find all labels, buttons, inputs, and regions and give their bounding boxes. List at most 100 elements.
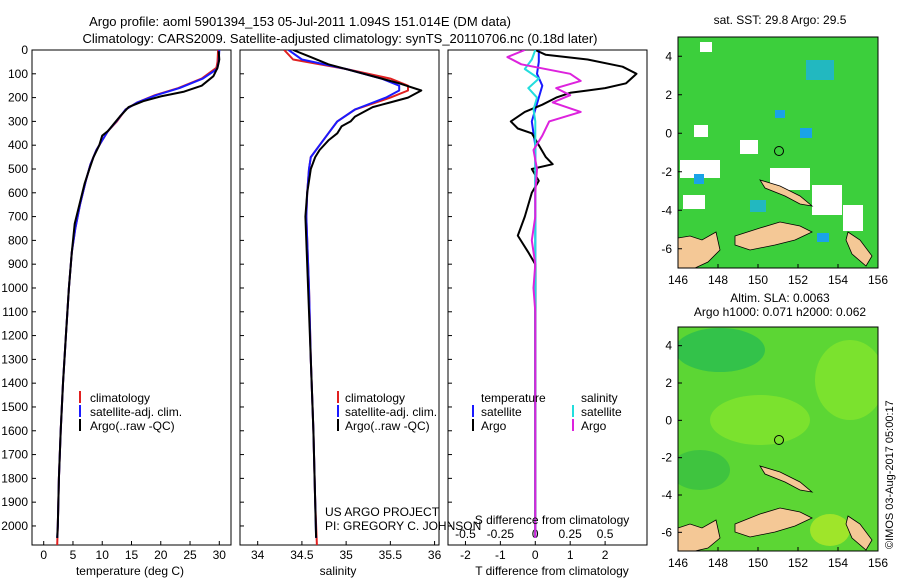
depth-tick-label: 1300: [1, 352, 28, 366]
temperature-lines: [56, 50, 221, 545]
lon-tick-label: 152: [788, 273, 808, 287]
new-britain-land: [734, 221, 813, 251]
depth-tick-label: 700: [8, 210, 28, 224]
bougainville-land: [845, 515, 873, 551]
legend-sal-argo-label: Argo: [581, 419, 607, 433]
depth-tick-label: 1400: [1, 376, 28, 390]
lon-tick-label: 152: [788, 556, 808, 570]
lon-tick-label: 156: [868, 556, 888, 570]
x-tick-label: -1: [495, 548, 506, 562]
argo-float-marker: [774, 435, 784, 445]
sst-no-data-patch: [694, 125, 708, 137]
lon-tick-label: 150: [748, 556, 768, 570]
lat-tick-label: -2: [661, 165, 672, 179]
lat-tick-label: -6: [661, 525, 672, 539]
legend-argo-label: Argo(..raw -QC): [90, 419, 175, 433]
depth-tick-label: 600: [8, 186, 28, 200]
sla-low-patch: [678, 328, 765, 372]
sst-map-frame: [677, 36, 879, 269]
depth-tick-label: 1200: [1, 329, 28, 343]
lat-tick-label: -4: [661, 488, 672, 502]
depth-axis: 0 100 200 300 400 500 600 700 800 900 1000 1100 1200…: [1, 43, 452, 533]
depth-tick-label: 100: [8, 67, 28, 81]
x-tick-label: 20: [154, 548, 168, 562]
sst-warm-patch: [694, 174, 704, 184]
lat-tick-label: 2: [665, 376, 672, 390]
s-diff-tick-label: 0.5: [597, 527, 614, 541]
new-ireland-land: [759, 465, 814, 493]
series-line-temperature-argo: [509, 50, 638, 538]
depth-tick-label: 300: [8, 114, 28, 128]
sst-cool-patch: [750, 200, 766, 212]
depth-tick-label: 400: [8, 138, 28, 152]
x-tick-label: 35: [339, 548, 353, 562]
sst-no-data-patch: [683, 195, 705, 209]
depth-tick-label: 1000: [1, 281, 28, 295]
sst-warm-patch: [817, 233, 829, 242]
x-tick-label: 1: [567, 548, 574, 562]
lat-tick-label: 0: [665, 413, 672, 427]
legend-temp-satellite-label: satellite: [481, 405, 522, 419]
legend-salinity-title: salinity: [581, 391, 618, 405]
x-tick-label: 2: [602, 548, 609, 562]
sst-cool-patch: [806, 60, 834, 80]
lon-tick-label: 146: [668, 273, 688, 287]
argo-float-marker: [774, 146, 784, 156]
sst-warm-patch: [800, 128, 812, 138]
sst-map-axes: 4 2 0 -2 -4 -6 146 148 150 152 154 156: [661, 49, 888, 287]
x-tick-label: 25: [183, 548, 197, 562]
depth-tick-label: 900: [8, 257, 28, 271]
sst-no-data-patch: [770, 168, 810, 190]
sla-map: [678, 327, 878, 551]
legend-temperature-title: temperature: [481, 391, 546, 405]
legend-climatology-label: climatology: [90, 391, 150, 405]
difference-x-axis: -2 -1 0 1 2-0.5 -0.25 0 0.25 0.5: [455, 527, 614, 562]
legend-satellite-label: satellite-adj. clim.: [90, 405, 182, 419]
sst-map: [678, 37, 878, 268]
new-guinea-land: [678, 519, 721, 551]
lon-tick-label: 148: [708, 556, 728, 570]
x-tick-label: 10: [96, 548, 110, 562]
imos-timestamp: ©IMOS 03-Aug-2017 05:00:17: [884, 400, 896, 549]
legend-satellite-label: satellite-adj. clim.: [345, 405, 437, 419]
sla-high-patch: [810, 514, 850, 546]
sla-high-patch: [815, 340, 878, 420]
s-diff-tick-label: -0.25: [487, 527, 515, 541]
series-line-climatology: [56, 50, 220, 545]
lon-tick-label: 154: [828, 273, 848, 287]
depth-tick-label: 0: [21, 43, 28, 57]
difference-legend: temperature satellite Argo salinity sate…: [472, 391, 622, 433]
depth-tick-label: 2000: [1, 519, 28, 533]
depth-tick-label: 1800: [1, 471, 28, 485]
lat-tick-label: 4: [665, 49, 672, 63]
legend-argo-label: Argo(..raw -QC): [345, 419, 430, 433]
s-difference-label: S difference from climatology: [475, 513, 630, 527]
depth-tick-label: 500: [8, 162, 28, 176]
temperature-legend: climatology satellite-adj. clim. Argo(..…: [79, 391, 182, 433]
lat-tick-label: -4: [661, 203, 672, 217]
series-line-satellite-adj-clim-: [288, 50, 401, 538]
depth-tick-label: 1900: [1, 495, 28, 509]
series-line-argo-raw-qc-: [292, 50, 423, 538]
figure-title-line1: Argo profile: aoml 5901394_153 05-Jul-20…: [89, 14, 511, 29]
lat-tick-label: -6: [661, 242, 672, 256]
bougainville-land: [845, 231, 873, 267]
sla-map-frame: [677, 326, 879, 552]
x-tick-label: 36: [428, 548, 442, 562]
lon-tick-label: 148: [708, 273, 728, 287]
sst-map-title: sat. SST: 29.8 Argo: 29.5: [714, 13, 847, 27]
lon-tick-label: 150: [748, 273, 768, 287]
sst-no-data-patch: [843, 205, 863, 231]
salinity-panel-frame: [239, 49, 440, 546]
x-tick-label: 34: [251, 548, 265, 562]
sst-warm-patch: [775, 110, 785, 118]
lon-tick-label: 146: [668, 556, 688, 570]
temperature-x-axis: 0 5 10 15 20 25 30: [40, 541, 226, 562]
depth-tick-label: 1700: [1, 448, 28, 462]
lat-tick-label: 0: [665, 126, 672, 140]
legend-sal-satellite-label: satellite: [581, 405, 622, 419]
project-credit: US ARGO PROJECT: [325, 505, 440, 519]
depth-tick-label: 1100: [2, 305, 28, 319]
